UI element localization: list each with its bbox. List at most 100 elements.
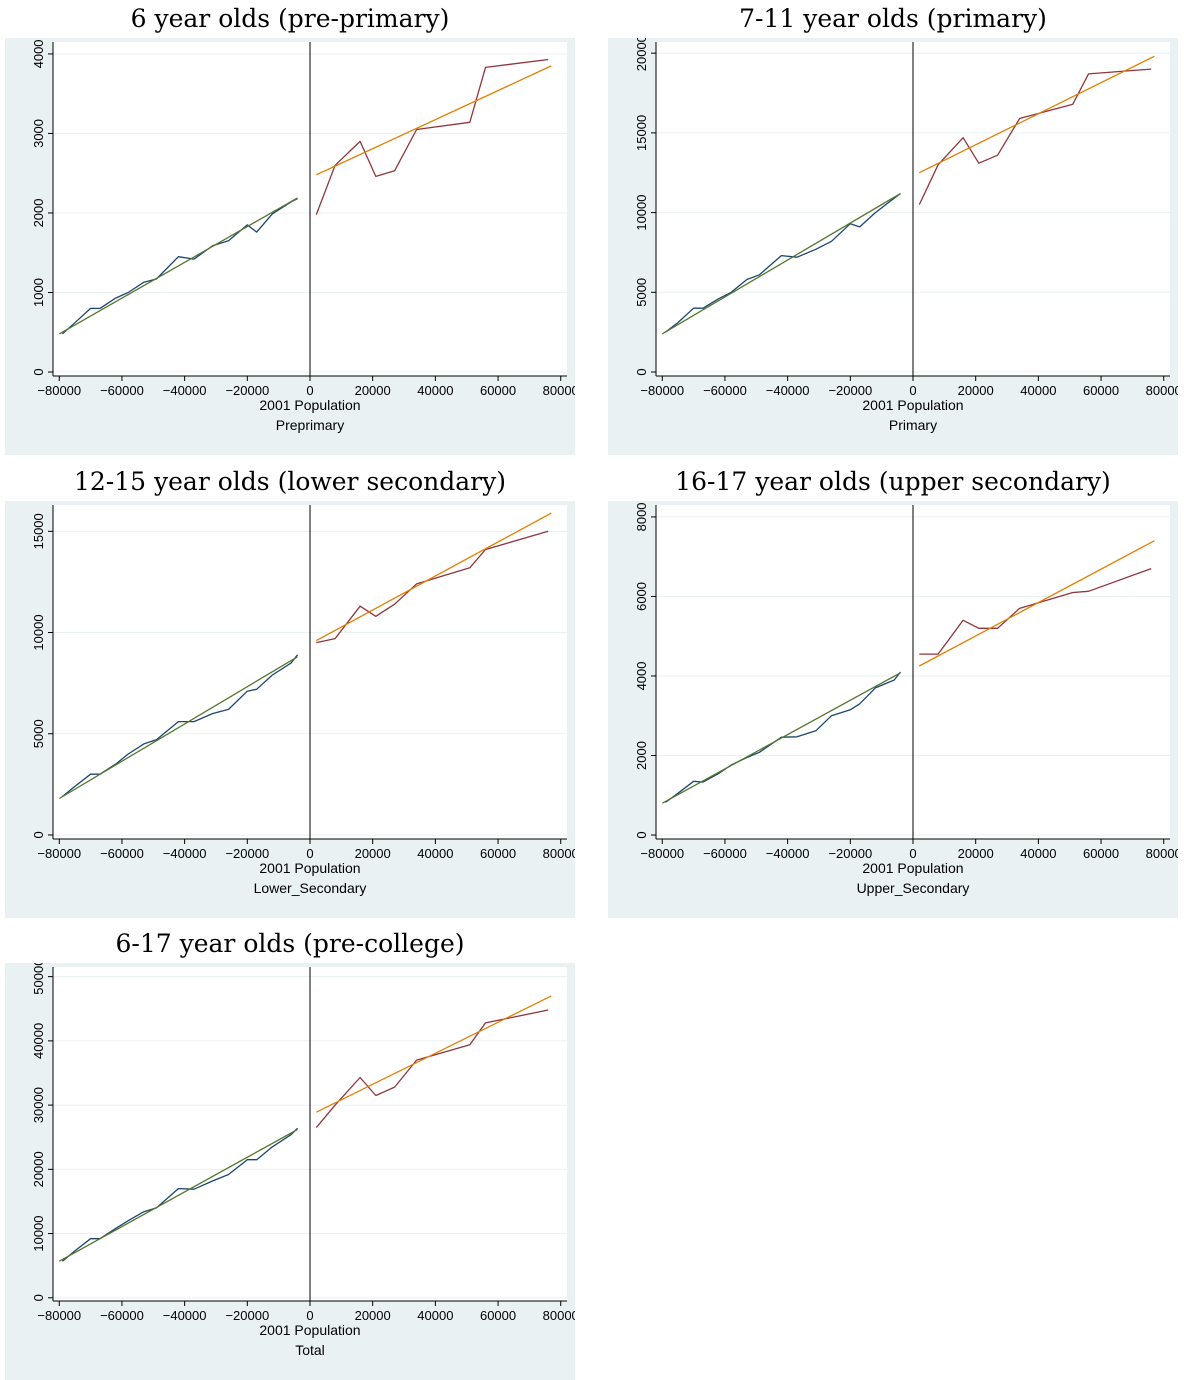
x-tick-label: −20000: [225, 383, 269, 398]
x-tick-label: 60000: [1083, 846, 1119, 861]
y-tick-label: 4000: [634, 662, 649, 691]
x-tick-label: −40000: [163, 846, 207, 861]
x-tick-label: −20000: [828, 383, 872, 398]
x-axis-subtitle: Primary: [889, 417, 937, 433]
y-tick-label: 20000: [31, 1151, 46, 1187]
x-tick-label: 80000: [1146, 846, 1178, 861]
x-tick-label: −20000: [225, 846, 269, 861]
x-tick-label: 0: [306, 846, 313, 861]
x-tick-label: −60000: [100, 383, 144, 398]
x-axis-title: 2001 Population: [862, 397, 963, 413]
chart-svg: 0 10000 20000 30000 40000 50000 −80000 −60000 −4…: [5, 963, 575, 1380]
x-axis-subtitle: Total: [295, 1342, 325, 1358]
x-axis-title: 2001 Population: [259, 860, 360, 876]
x-tick-label: 60000: [480, 383, 516, 398]
y-tick-label: 50000: [31, 963, 46, 995]
y-tick-label: 4000: [31, 39, 46, 68]
right-data-line: [316, 530, 549, 644]
x-tick-label: 0: [909, 383, 916, 398]
chart-svg: 0 5000 10000 15000 20000 −80000 −60000 −40000 −2…: [608, 38, 1178, 455]
y-tick-label: 6000: [634, 582, 649, 611]
x-axis-title: 2001 Population: [862, 860, 963, 876]
x-tick-label: 20000: [958, 846, 994, 861]
x-tick-label: 20000: [355, 1308, 391, 1323]
x-tick-label: −60000: [100, 846, 144, 861]
x-axis-subtitle: Lower_Secondary: [254, 880, 367, 896]
left-data-line: [61, 654, 299, 798]
x-tick-label: 40000: [417, 383, 453, 398]
y-tick-label: 10000: [31, 1215, 46, 1251]
right-data-line: [315, 58, 549, 215]
chart-title: 16-17 year olds (upper secondary): [675, 467, 1111, 496]
x-tick-label: −60000: [703, 383, 747, 398]
chart-title: 7-11 year olds (primary): [739, 4, 1047, 33]
left-fit-line: [58, 1128, 298, 1262]
y-tick-label: 0: [634, 368, 649, 375]
x-tick-label: 40000: [417, 1308, 453, 1323]
right-fit-line: [919, 55, 1155, 174]
y-tick-label: 5000: [634, 278, 649, 307]
x-tick-label: −80000: [37, 1308, 81, 1323]
y-tick-label: 15000: [31, 513, 46, 549]
x-tick-label: −40000: [163, 1308, 207, 1323]
y-tick-label: 1000: [31, 278, 46, 307]
x-tick-label: −40000: [766, 383, 810, 398]
y-tick-label: 2000: [31, 199, 46, 228]
y-tick-label: 0: [31, 368, 46, 375]
left-data-line: [665, 671, 902, 803]
x-tick-label: −40000: [766, 846, 810, 861]
x-tick-label: −60000: [100, 1308, 144, 1323]
y-tick-label: 10000: [634, 195, 649, 231]
x-tick-label: −20000: [828, 846, 872, 861]
right-data-line: [315, 1009, 549, 1129]
y-tick-label: 30000: [31, 1087, 46, 1123]
y-tick-label: 0: [634, 831, 649, 838]
x-tick-label: 20000: [355, 383, 391, 398]
y-tick-label: 20000: [634, 38, 649, 71]
x-tick-label: −80000: [37, 383, 81, 398]
x-tick-label: 80000: [543, 1308, 575, 1323]
right-fit-line: [315, 512, 552, 642]
x-tick-label: 0: [306, 1308, 313, 1323]
x-tick-label: −20000: [225, 1308, 269, 1323]
x-tick-label: 20000: [958, 383, 994, 398]
left-fit-line: [58, 656, 298, 800]
left-fit-line: [58, 197, 298, 335]
chart-svg: 0 5000 10000 15000 −80000 −60000 −40000 −20000 0…: [5, 501, 575, 918]
chart-title: 6 year olds (pre-primary): [130, 4, 450, 33]
x-tick-label: 40000: [417, 846, 453, 861]
right-fit-line: [918, 540, 1155, 667]
y-tick-label: 5000: [31, 719, 46, 748]
chart-svg: 0 1000 2000 3000 4000 −80000 −60000 −40000 −2000…: [5, 38, 575, 455]
x-tick-label: 40000: [1020, 383, 1056, 398]
x-tick-label: −40000: [163, 383, 207, 398]
left-fit-line: [661, 672, 901, 804]
y-tick-label: 10000: [31, 614, 46, 650]
x-tick-label: 60000: [1083, 383, 1119, 398]
right-data-line: [918, 68, 1152, 205]
left-data-line: [665, 192, 901, 333]
x-tick-label: 80000: [543, 383, 575, 398]
right-fit-line: [316, 65, 552, 176]
y-tick-label: 0: [31, 831, 46, 838]
x-axis-subtitle: Preprimary: [276, 417, 344, 433]
chart-svg: 0 2000 4000 6000 8000 −80000 −60000 −40000 −2000…: [608, 501, 1178, 918]
x-axis-title: 2001 Population: [259, 1322, 360, 1338]
x-tick-label: −80000: [640, 383, 684, 398]
left-data-line: [61, 1127, 298, 1262]
y-tick-label: 2000: [634, 741, 649, 770]
x-axis-title: 2001 Population: [259, 397, 360, 413]
x-tick-label: 60000: [480, 846, 516, 861]
y-tick-label: 0: [31, 1294, 46, 1301]
left-fit-line: [661, 192, 901, 335]
left-data-line: [61, 198, 298, 335]
x-tick-label: −60000: [703, 846, 747, 861]
x-tick-label: 20000: [355, 846, 391, 861]
y-tick-label: 3000: [31, 119, 46, 148]
x-tick-label: −80000: [640, 846, 684, 861]
x-tick-label: 80000: [1146, 383, 1178, 398]
y-tick-label: 15000: [634, 115, 649, 151]
x-tick-label: 60000: [480, 1308, 516, 1323]
y-tick-label: 8000: [634, 502, 649, 531]
x-tick-label: 0: [306, 383, 313, 398]
